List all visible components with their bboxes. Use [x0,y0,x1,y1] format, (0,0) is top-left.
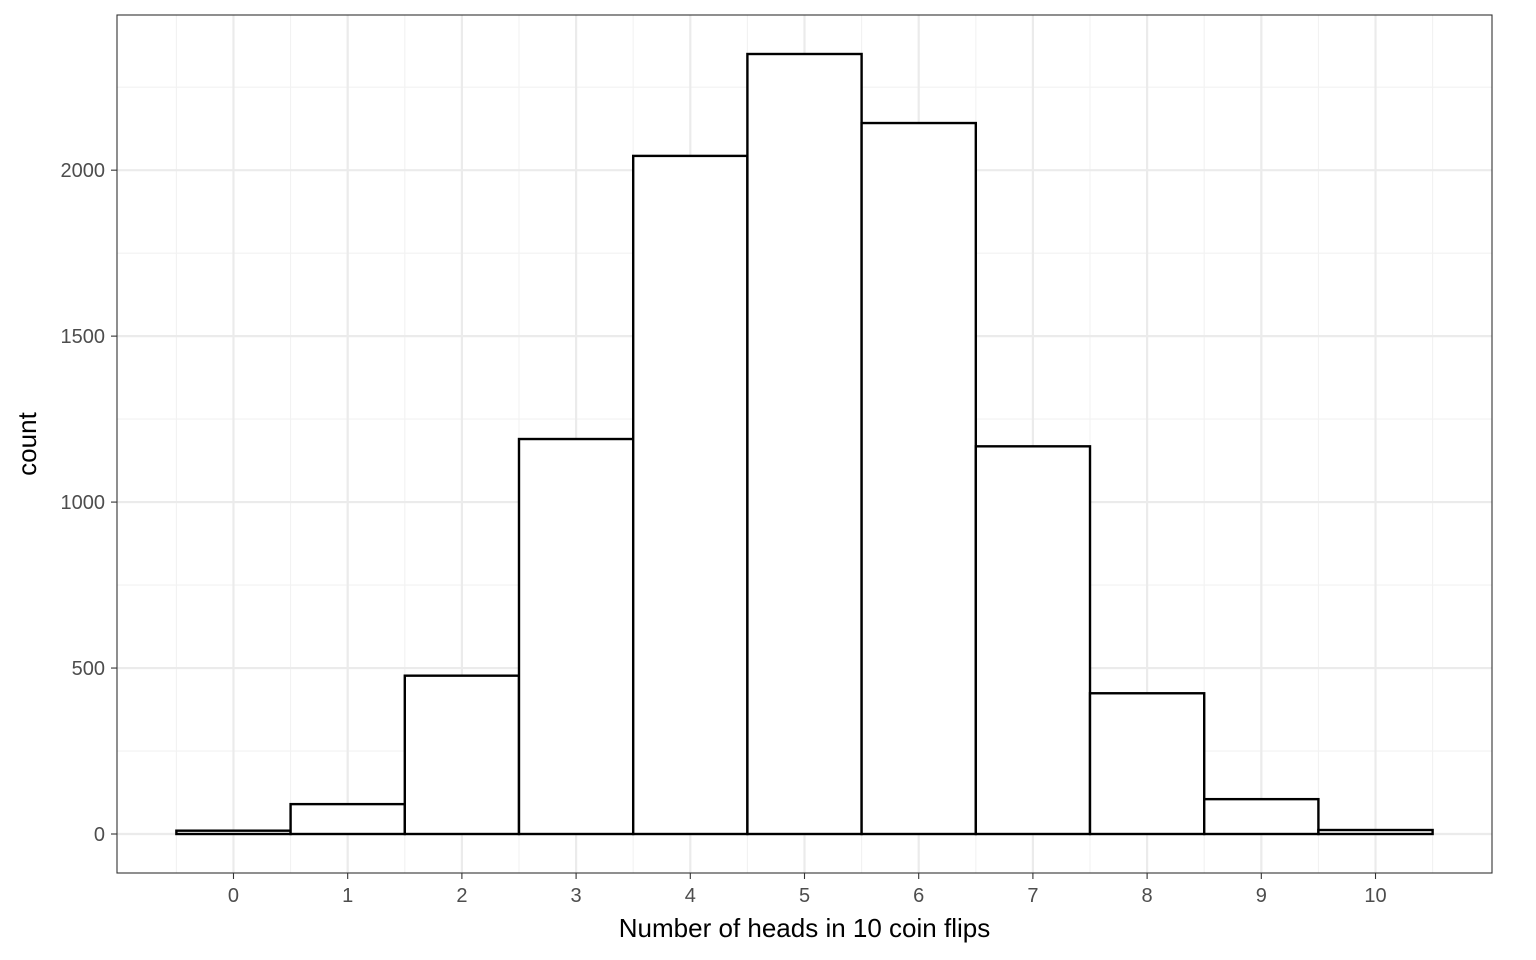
x-tick-label: 7 [1027,885,1038,907]
histogram-bar-10 [1317,828,1434,836]
x-tick-label: 10 [1364,885,1386,907]
x-tick-label: 2 [456,885,467,907]
y-tick-label: 1000 [61,492,106,514]
ticks-layer [111,169,1377,879]
histogram-bar-1 [289,802,406,836]
y-tick-label: 2000 [61,160,106,182]
y-axis-title: count [12,411,42,475]
y-tick-label: 500 [72,658,105,680]
bars-layer [175,52,1434,836]
histogram-bar-3 [517,437,635,836]
histogram-bar-2 [403,674,521,836]
histogram-bar-7 [974,445,1092,836]
tick-labels-layer: 0 1 2 3 4 5 6 7 8 9 10 0 500 1000 1500 2000 [61,160,1387,907]
x-tick-label: 3 [571,885,582,907]
x-tick-label: 6 [913,885,924,907]
histogram-bar-5 [746,52,863,836]
histogram-bar-8 [1088,692,1206,836]
histogram-bar-9 [1203,797,1320,836]
x-tick-label: 4 [685,885,696,907]
x-tick-label: 9 [1256,885,1267,907]
x-tick-label: 5 [799,885,810,907]
x-tick-label: 1 [342,885,353,907]
histogram-bar-4 [631,154,749,836]
x-tick-label: 0 [228,885,239,907]
y-tick-label: 0 [94,824,105,846]
x-tick-label: 8 [1142,885,1153,907]
x-axis-title: Number of heads in 10 coin flips [619,913,990,943]
histogram-bar-6 [860,121,978,836]
y-tick-label: 1500 [61,326,106,348]
histogram-bar-0 [175,829,292,836]
